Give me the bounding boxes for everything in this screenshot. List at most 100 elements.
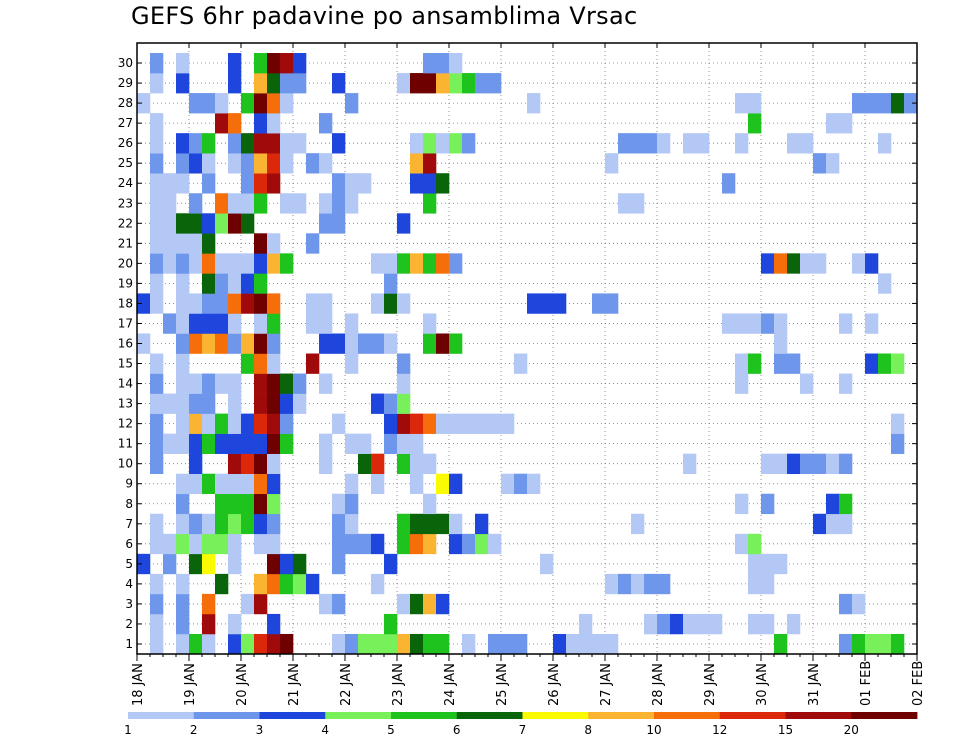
heatmap-cell xyxy=(345,193,359,214)
heatmap-cell xyxy=(852,253,866,274)
heatmap-cell xyxy=(436,73,450,94)
heatmap-cell xyxy=(254,313,268,334)
x-tick-label: 25 JAN xyxy=(495,663,510,706)
heatmap-cell xyxy=(735,313,749,334)
heatmap-cell xyxy=(384,393,398,414)
heatmap-cell xyxy=(241,253,255,274)
heatmap-cell xyxy=(150,593,164,615)
heatmap-cell xyxy=(332,333,346,354)
y-tick-label: 29 xyxy=(118,76,133,90)
heatmap-cell xyxy=(423,253,437,274)
heatmap-cell xyxy=(358,633,372,655)
heatmap-cell xyxy=(215,293,229,314)
heatmap-cell xyxy=(254,73,268,94)
heatmap-cell xyxy=(774,333,788,354)
heatmap-cell xyxy=(332,173,346,194)
heatmap-cell xyxy=(410,533,424,555)
heatmap-cell xyxy=(176,333,190,354)
heatmap-cell xyxy=(384,553,398,575)
heatmap-cell xyxy=(423,593,437,615)
heatmap-cell xyxy=(501,633,515,655)
heatmap-cell xyxy=(852,93,866,114)
heatmap-cell xyxy=(254,93,268,114)
heatmap-cell xyxy=(813,153,827,174)
heatmap-cell xyxy=(202,393,216,414)
heatmap-cell xyxy=(891,353,905,374)
heatmap-cell xyxy=(241,593,255,615)
heatmap-cell xyxy=(150,633,164,655)
colorbar-label: 20 xyxy=(844,723,859,737)
heatmap-cell xyxy=(189,133,203,154)
colorbar-swatch xyxy=(851,712,918,719)
heatmap-cell xyxy=(293,53,307,74)
heatmap-cell xyxy=(618,133,632,154)
heatmap-cell xyxy=(319,293,333,314)
x-tick-label: 31 JAN xyxy=(807,663,822,706)
heatmap-cell xyxy=(436,133,450,154)
heatmap-cell xyxy=(423,633,437,655)
colorbar-swatch xyxy=(259,712,326,719)
heatmap-cell xyxy=(566,633,580,655)
x-tick-label: 28 JAN xyxy=(651,663,666,706)
y-tick-label: 10 xyxy=(118,457,133,471)
heatmap-cell xyxy=(397,73,411,94)
heatmap-cell xyxy=(436,53,450,74)
heatmap-cell xyxy=(813,453,827,474)
heatmap-cell xyxy=(163,433,177,454)
heatmap-cell xyxy=(683,613,697,635)
heatmap-cell xyxy=(254,413,268,434)
heatmap-cell xyxy=(267,393,281,414)
heatmap-cell xyxy=(176,573,190,595)
heatmap-cell xyxy=(202,473,216,495)
heatmap-cell xyxy=(254,273,268,294)
heatmap-cell xyxy=(397,373,411,394)
heatmap-cell xyxy=(787,453,801,474)
heatmap-cell xyxy=(592,633,606,655)
heatmap-cell xyxy=(709,613,723,635)
x-tick-label: 23 JAN xyxy=(391,663,406,706)
heatmap-cell xyxy=(397,413,411,434)
heatmap-cell xyxy=(228,633,242,655)
heatmap-cell xyxy=(631,573,645,595)
x-tick-label: 02 FEB xyxy=(911,661,926,706)
heatmap-cell xyxy=(150,193,164,214)
heatmap-cell xyxy=(150,453,164,474)
heatmap-cell xyxy=(189,293,203,314)
heatmap-cell xyxy=(202,173,216,194)
heatmap-cell xyxy=(449,73,463,94)
heatmap-cell xyxy=(345,513,359,535)
heatmap-cell xyxy=(150,113,164,134)
heatmap-cell xyxy=(280,253,294,274)
heatmap-cell xyxy=(436,413,450,434)
heatmap-cell xyxy=(254,493,268,515)
heatmap-cell xyxy=(371,253,385,274)
heatmap-cell xyxy=(254,533,268,555)
y-tick-label: 20 xyxy=(118,256,133,270)
heatmap-cell xyxy=(215,213,229,234)
heatmap-cell xyxy=(293,393,307,414)
heatmap-cell xyxy=(748,353,762,374)
heatmap-cell xyxy=(345,533,359,555)
heatmap-cell xyxy=(631,193,645,214)
heatmap-cell xyxy=(202,133,216,154)
heatmap-cell xyxy=(241,473,255,495)
heatmap-cell xyxy=(280,193,294,214)
heatmap-cell xyxy=(332,133,346,154)
heatmap-cell xyxy=(761,553,775,575)
colorbar-swatch xyxy=(522,712,589,719)
heatmap-cell xyxy=(761,493,775,515)
heatmap-cell xyxy=(267,613,281,635)
heatmap-cell xyxy=(423,173,437,194)
heatmap-cell xyxy=(735,133,749,154)
heatmap-cell xyxy=(358,453,372,474)
heatmap-cell xyxy=(202,253,216,274)
heatmap-cell xyxy=(748,613,762,635)
heatmap-cell xyxy=(839,633,853,655)
heatmap-cell xyxy=(202,333,216,354)
heatmap-cell xyxy=(319,193,333,214)
heatmap-cell xyxy=(423,453,437,474)
heatmap-cell xyxy=(228,493,242,515)
heatmap-cell xyxy=(774,553,788,575)
heatmap-cell xyxy=(215,313,229,334)
heatmap-cell xyxy=(241,633,255,655)
